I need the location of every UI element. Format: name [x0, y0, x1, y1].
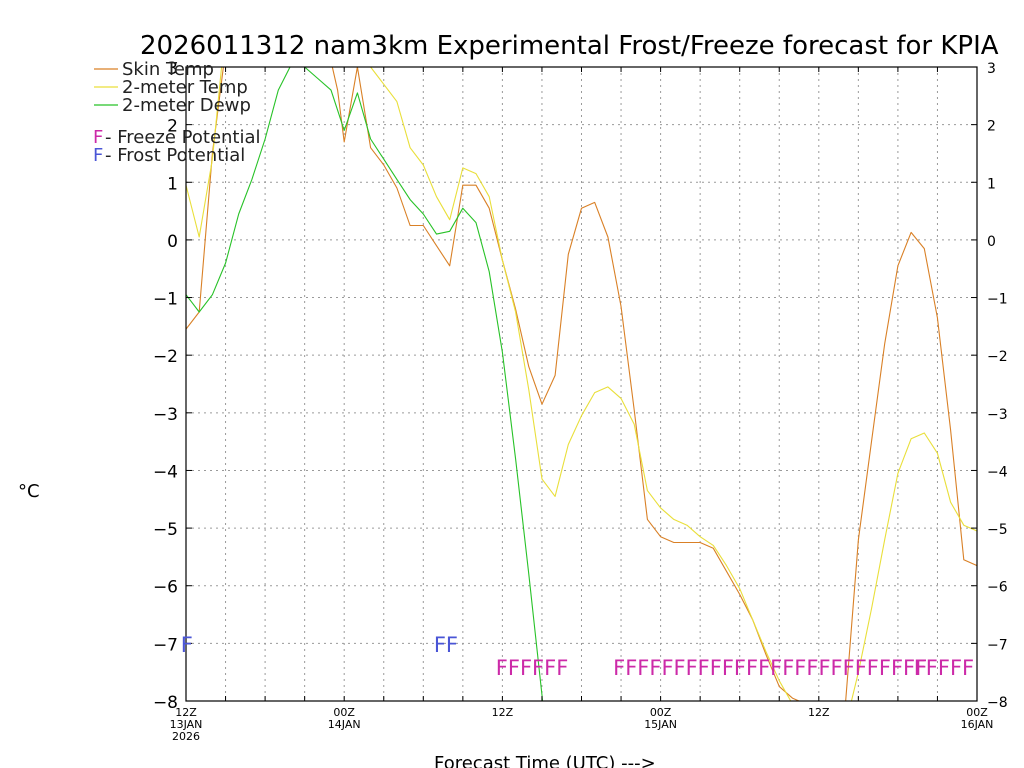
x-tick-label: 00Z — [650, 706, 672, 719]
x-tick-label: 14JAN — [328, 718, 361, 731]
series-line-2-meter-dewp — [186, 67, 544, 701]
y-tick-label-left: 2 — [167, 117, 178, 137]
x-tick-label: 16JAN — [961, 718, 994, 731]
y-tick-label-right: −1 — [987, 292, 1008, 308]
y-tick-label-right: −8 — [987, 695, 1008, 711]
y-tick-label-left: −6 — [153, 578, 178, 598]
y-tick-label-left: −2 — [153, 347, 178, 367]
y-tick-label-left: −7 — [153, 635, 178, 655]
y-tick-label-right: 2 — [987, 119, 996, 135]
legend-label: 2-meter Temp — [122, 77, 248, 98]
x-axis-label: Forecast Time (UTC) ---> — [434, 753, 656, 768]
frost-flag: FF — [434, 633, 458, 657]
y-tick-label-left: 0 — [167, 232, 178, 252]
y-tick-label-right: 1 — [987, 176, 996, 192]
plot-frame — [185, 66, 978, 702]
x-tick-label: 00Z — [966, 706, 988, 719]
x-tick-label: 13JAN — [170, 718, 203, 731]
series-line-2-meter-temp — [186, 67, 977, 701]
y-tick-label-left: 3 — [167, 59, 178, 79]
grid-lines — [186, 67, 977, 701]
flag-key-label: - Frost Potential — [105, 145, 245, 166]
legend-label: 2-meter Dewp — [122, 95, 251, 116]
flag-key-symbol: F — [93, 145, 103, 166]
flag-key-symbol: F — [93, 127, 103, 148]
series-lines — [186, 67, 977, 701]
y-tick-label-left: −5 — [153, 520, 178, 540]
y-tick-label-right: −5 — [987, 522, 1008, 538]
frost-flag: F — [181, 633, 193, 657]
freeze-flag: FFFFFF — [496, 656, 568, 680]
y-tick-label-right: −3 — [987, 407, 1008, 423]
x-tick-label: 12Z — [175, 706, 197, 719]
chart-title: 2026011312 nam3km Experimental Frost/Fre… — [140, 31, 999, 61]
y-tick-label-right: −7 — [987, 637, 1008, 653]
x-tick-label: 12Z — [808, 706, 830, 719]
flag-key-label: - Freeze Potential — [105, 127, 261, 148]
legend-label: Skin Temp — [122, 59, 214, 80]
y-tick-label-right: −4 — [987, 464, 1008, 480]
x-tick-label: 2026 — [172, 730, 200, 743]
freeze-flag: FFFFFFFFFFFFFFFFFFFFFFFFFF — [613, 656, 927, 680]
x-tick-label: 00Z — [333, 706, 355, 719]
y-tick-label-right: 0 — [987, 234, 996, 250]
freeze-flag: FFFFF — [914, 656, 974, 680]
y-tick-label-left: 1 — [167, 174, 178, 194]
x-tick-label: 15JAN — [644, 718, 677, 731]
y-tick-label-left: −8 — [153, 693, 178, 713]
y-axis-label: °C — [18, 481, 40, 502]
y-tick-label-left: −4 — [153, 462, 178, 482]
y-tick-label-left: −3 — [153, 405, 178, 425]
axis-ticks: 3 3 2 2 1 1 0 0 −1 −1 −2 −2 −3 −3 −4 −4 −5 −5 −6 −6 −7 −7 −8 −8… — [153, 59, 1008, 743]
y-tick-label-right: −2 — [987, 349, 1008, 365]
y-tick-label-right: 3 — [987, 61, 996, 77]
series-line-skin-temp — [186, 67, 977, 701]
y-tick-label-right: −6 — [987, 580, 1008, 596]
y-tick-label-left: −1 — [153, 290, 178, 310]
x-tick-label: 12Z — [492, 706, 514, 719]
